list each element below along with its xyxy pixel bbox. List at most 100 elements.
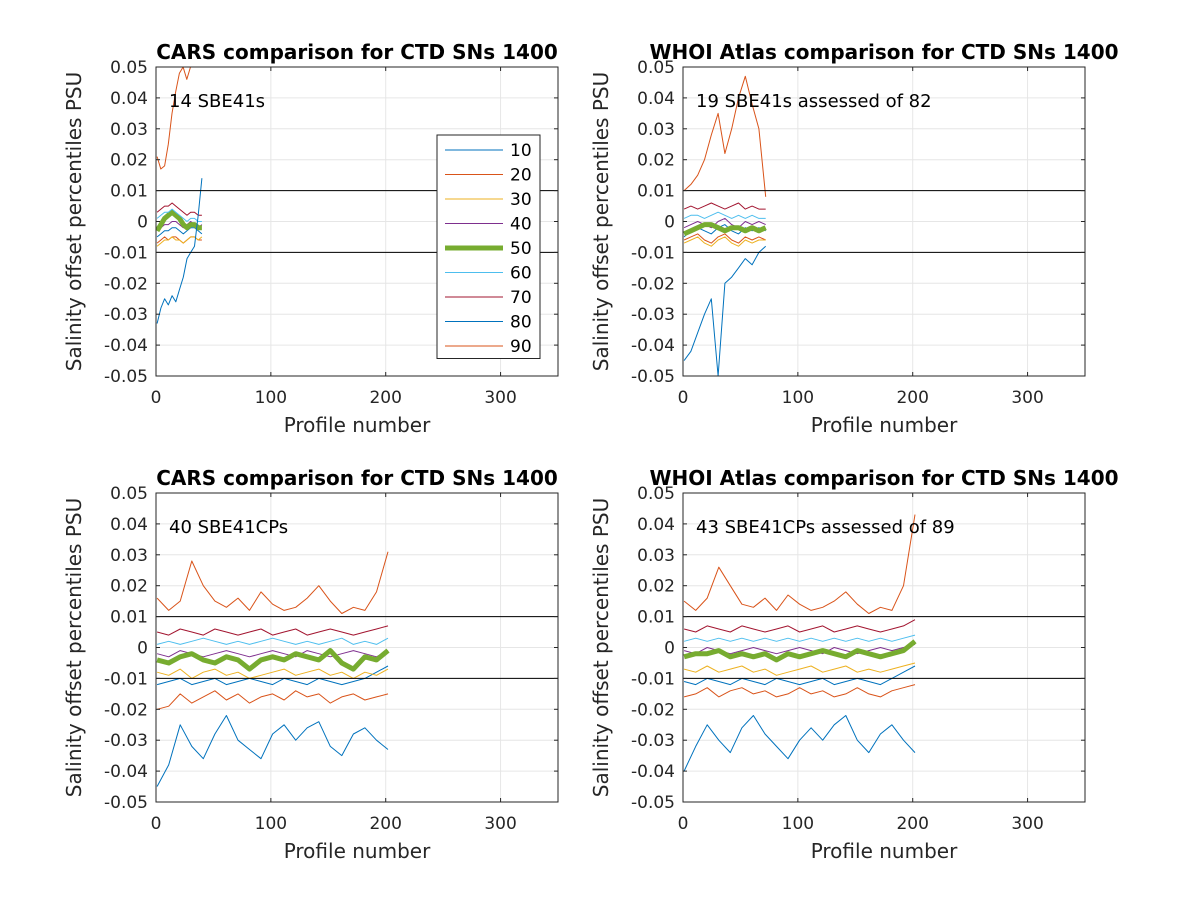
x-tick-label: 0 [151,388,162,408]
x-axis-label: Profile number [284,839,431,863]
series-line-50 [156,648,390,672]
y-tick-label: -0.02 [104,700,148,720]
y-tick-label: 0.04 [110,515,148,535]
y-tick-label: -0.01 [104,243,148,263]
series-line-50 [683,222,767,237]
y-tick-label: -0.03 [631,305,675,325]
y-tick-label: -0.03 [631,731,675,751]
y-tick-label: 0.03 [110,546,148,566]
y-tick-label: 0.05 [110,484,148,504]
x-tick-label: 100 [255,388,287,408]
y-tick-label: 0.03 [110,120,148,140]
y-tick-label: -0.01 [631,669,675,689]
x-axis-label: Profile number [811,839,958,863]
chart-panel-4: -0.05 -0.04 -0.03 -0.02 -0.01 0 0.01 0.02 0.03 0.… [589,466,1119,863]
chart-panel-2: -0.05 -0.04 -0.03 -0.02 -0.01 0 0.01 0.02 0.03 0.… [589,40,1119,437]
series-line-50 [156,209,202,233]
series-line-10 [683,665,916,686]
y-tick-label: 0.01 [637,608,675,628]
series-line-30 [156,668,389,679]
legend-label-80: 80 [510,313,532,333]
series-line-80 [156,715,389,787]
y-axis-label: Salinity offset percentiles PSU [589,498,613,797]
y-tick-label: -0.01 [631,243,675,263]
chart-annotation: 14 SBE41s [169,91,265,112]
y-tick-label: 0.05 [637,58,675,78]
series-line-20 [683,233,766,244]
y-tick-label: -0.02 [104,274,148,294]
y-tick-label: 0.02 [110,577,148,597]
series-line-50 [683,639,917,663]
x-tick-label: 200 [896,814,928,834]
series-line-90 [683,75,767,197]
series-line-10 [156,665,389,686]
series-line-30 [683,236,766,247]
y-tick-label: -0.05 [104,793,148,813]
series-line-60 [156,637,389,645]
x-tick-label: 100 [255,814,287,834]
legend-label-10: 10 [510,141,532,161]
series-line-90 [683,514,916,614]
x-tick-label: 100 [782,814,814,834]
y-tick-label: -0.05 [631,793,675,813]
y-tick-label: -0.04 [631,762,675,782]
chart-annotation: 40 SBE41CPs [169,517,288,538]
series-line-60 [683,634,916,642]
legend-label-30: 30 [510,190,532,210]
y-tick-label: 0.04 [637,515,675,535]
chart-title: CARS comparison for CTD SNs 1400 [156,40,558,64]
legend: 10 20 30 40 50 60 70 80 90 [436,134,541,359]
chart-annotation: 43 SBE41CPs assessed of 89 [696,517,955,538]
series-group [156,551,390,787]
chart-title: CARS comparison for CTD SNs 1400 [156,466,558,490]
y-tick-label: 0 [664,639,675,659]
y-tick-label: 0 [137,213,148,233]
chart-title: WHOI Atlas comparison for CTD SNs 1400 [649,40,1118,64]
series-line-30 [683,662,916,676]
legend-label-70: 70 [510,288,532,308]
x-tick-label: 300 [484,814,516,834]
y-tick-label: 0.01 [110,182,148,202]
x-axis-label: Profile number [284,413,431,437]
series-line-20 [683,684,916,698]
y-tick-label: 0 [664,213,675,233]
series-line-60 [156,208,202,222]
series-line-70 [156,202,202,216]
y-tick-label: -0.05 [104,367,148,387]
y-tick-label: 0.05 [637,484,675,504]
legend-label-90: 90 [510,337,532,357]
y-tick-label: -0.03 [104,305,148,325]
x-tick-label: 300 [484,388,516,408]
x-tick-label: 0 [151,814,162,834]
x-tick-label: 0 [678,388,689,408]
legend-label-20: 20 [510,166,532,186]
legend-label-50: 50 [510,239,532,259]
y-tick-label: -0.05 [631,367,675,387]
series-line-70 [156,625,389,636]
y-tick-label: 0.04 [637,89,675,109]
series-line-30 [156,236,203,247]
series-group [683,75,767,376]
legend-label-60: 60 [510,264,532,284]
series-line-70 [683,202,766,210]
y-tick-label: -0.04 [104,336,148,356]
y-tick-label: -0.02 [631,274,675,294]
series-group [156,67,203,324]
x-tick-label: 300 [1011,814,1043,834]
y-tick-label: 0.01 [637,182,675,202]
y-axis-label: Salinity offset percentiles PSU [62,498,86,797]
y-tick-label: 0 [137,639,148,659]
y-tick-label: 0.02 [110,151,148,171]
series-group [683,514,917,772]
y-tick-label: 0.04 [110,89,148,109]
x-tick-label: 300 [1011,388,1043,408]
series-line-90 [156,67,191,170]
y-tick-label: -0.02 [631,700,675,720]
y-axis-label: Salinity offset percentiles PSU [62,72,86,371]
x-tick-label: 200 [369,388,401,408]
series-line-80 [683,715,916,772]
y-tick-label: 0.01 [110,608,148,628]
y-axis-label: Salinity offset percentiles PSU [589,72,613,371]
x-tick-label: 200 [369,814,401,834]
